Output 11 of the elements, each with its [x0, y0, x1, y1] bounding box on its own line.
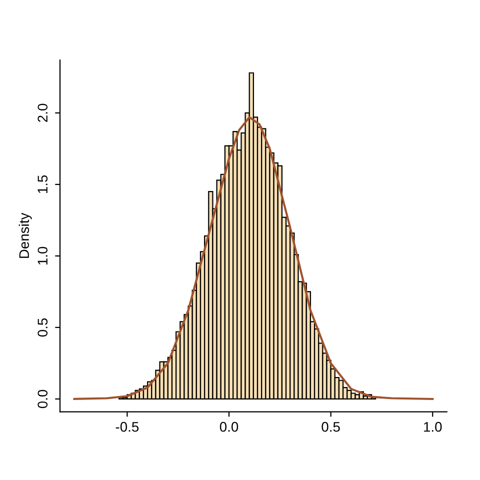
y-tick-label: 1.0 — [38, 246, 48, 265]
y-tick-label: 1.5 — [38, 175, 48, 194]
x-tick-label: 1.0 — [424, 422, 442, 432]
y-tick-label: 2.0 — [38, 104, 48, 122]
y-tick-label: 0.0 — [38, 390, 48, 408]
y-axis-title: Density — [18, 212, 32, 258]
x-tick-label: 0.5 — [322, 422, 340, 432]
y-tick-label: 0.5 — [38, 318, 48, 337]
x-tick-label: 0.0 — [220, 422, 238, 432]
line-series — [73, 116, 434, 400]
x-tick-label: -0.5 — [116, 422, 139, 432]
